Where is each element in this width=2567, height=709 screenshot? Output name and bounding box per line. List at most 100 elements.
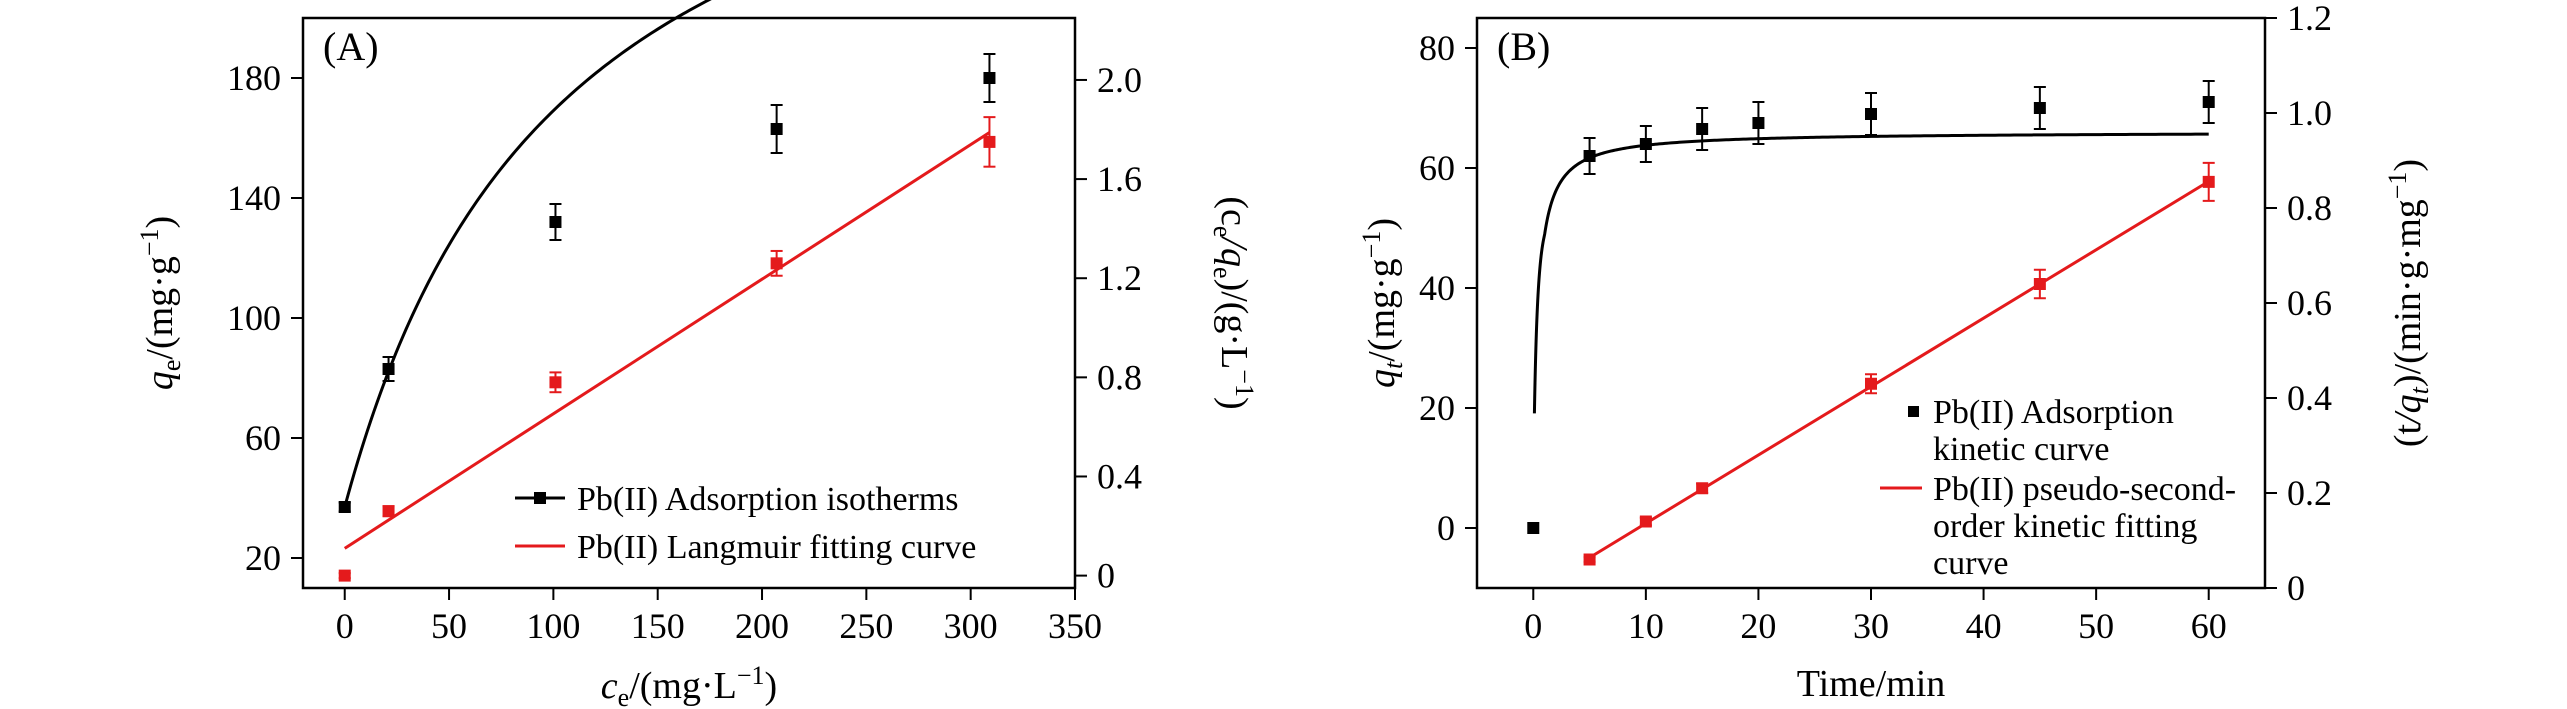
x-axis-title-b: Time/min xyxy=(1797,663,1946,705)
y-axis-title-a: qe/(mg·g−1) xyxy=(135,216,186,390)
red-data-point xyxy=(1583,553,1596,566)
black-data-point xyxy=(382,363,395,375)
y2-tick-label: 1.0 xyxy=(2287,93,2332,133)
y2-tick-label: 2.0 xyxy=(1097,60,1142,100)
black-data-point xyxy=(1527,522,1540,534)
legend-b-label-pso-line2: order kinetic fitting xyxy=(1933,508,2197,545)
y2-tick-label: 0.4 xyxy=(2287,378,2332,418)
red-data-point xyxy=(338,569,351,582)
plot-frame-a xyxy=(301,16,1077,590)
x-axis-title-a: ce/(mg·L−1) xyxy=(601,661,777,709)
black-data-point xyxy=(1583,150,1596,162)
x-tick-label: 150 xyxy=(631,606,685,646)
y-tick-label: 180 xyxy=(227,58,281,98)
legend-b: Pb(II) Adsorption kinetic curve Pb(II) p… xyxy=(1880,394,2236,582)
y2-axis-ticks-a: 0 0.4 0.8 1.2 1.6 2.0 xyxy=(1075,60,1142,596)
y2-tick-label: 0.8 xyxy=(1097,357,1142,397)
x-tick-label: 50 xyxy=(2078,606,2114,646)
y2-tick-label: 1.2 xyxy=(2287,0,2332,38)
fit-line xyxy=(343,131,991,550)
red-data-point xyxy=(382,505,395,518)
y2-axis-ticks-b: 0 0.2 0.4 0.6 0.8 1.0 1.2 xyxy=(2265,0,2332,608)
y-axis-title-b: qt/(mg·g−1) xyxy=(1357,218,1408,388)
y2-tick-label: 0.6 xyxy=(2287,283,2332,323)
legend-b-label-kinetic-line2: kinetic curve xyxy=(1933,431,2110,468)
x-tick-label: 250 xyxy=(839,606,893,646)
isotherm-fit-curve xyxy=(343,0,712,508)
y-tick-label: 60 xyxy=(1419,148,1455,188)
y-tick-label: 80 xyxy=(1419,28,1455,68)
y2-axis-title-b: (t/qt)/(min·g·mg−1) xyxy=(2383,159,2434,447)
red-data-point xyxy=(2202,175,2215,188)
black-data-point xyxy=(338,501,351,513)
legend-a-marker-isotherm xyxy=(534,492,546,504)
x-tick-label: 350 xyxy=(1048,606,1102,646)
black-data-point xyxy=(983,72,996,84)
x-tick-label: 0 xyxy=(336,606,354,646)
x-tick-label: 40 xyxy=(1966,606,2002,646)
black-data-point xyxy=(1696,123,1709,135)
y2-tick-label: 0 xyxy=(2287,568,2305,608)
data-points-b xyxy=(1527,80,2215,566)
x-tick-label: 0 xyxy=(1524,606,1542,646)
black-data-point xyxy=(2033,102,2046,114)
panel-a: (A) 0 50 100 150 200 250 300 350 2060100140180 … xyxy=(135,0,1259,709)
red-data-point xyxy=(983,135,996,148)
black-data-point xyxy=(549,216,562,228)
fit-line xyxy=(1588,180,2210,559)
red-data-point xyxy=(770,257,783,270)
black-data-point xyxy=(1865,108,1877,120)
red-data-point xyxy=(1865,377,1877,390)
x-axis-ticks-b: 0 10 20 30 40 50 60 xyxy=(1524,588,2227,646)
legend-b-label-kinetic-line1: Pb(II) Adsorption xyxy=(1933,394,2174,431)
legend-b-label-pso-line3: curve xyxy=(1933,545,2009,582)
x-tick-label: 30 xyxy=(1853,606,1889,646)
x-tick-label: 20 xyxy=(1740,606,1776,646)
langmuir-fit-line xyxy=(343,131,991,550)
panel-label-a: (A) xyxy=(323,24,379,69)
y-tick-label: 0 xyxy=(1437,508,1455,548)
data-points-a xyxy=(338,53,996,582)
y-tick-label: 20 xyxy=(245,538,281,578)
black-data-point xyxy=(770,123,783,135)
x-tick-label: 10 xyxy=(1628,606,1664,646)
black-data-point xyxy=(1639,138,1652,150)
legend-a: Pb(II) Adsorption isotherms Pb(II) Langm… xyxy=(515,481,976,566)
legend-a-label-isotherm: Pb(II) Adsorption isotherms xyxy=(577,481,959,518)
y2-tick-label: 0.2 xyxy=(2287,473,2332,513)
x-tick-label: 100 xyxy=(526,606,580,646)
kinetic-fit-curve xyxy=(1532,132,2209,414)
y-axis-ticks-b: 0 20 40 60 80 xyxy=(1419,28,1477,548)
x-tick-label: 60 xyxy=(2191,606,2227,646)
red-data-point xyxy=(1696,482,1709,495)
y-tick-label: 140 xyxy=(227,178,281,218)
red-data-point xyxy=(1639,515,1652,528)
legend-b-marker-kinetic xyxy=(1908,406,1919,417)
y-tick-label: 100 xyxy=(227,298,281,338)
y-tick-label: 20 xyxy=(1419,388,1455,428)
legend-b-label-pso-line1: Pb(II) pseudo-second- xyxy=(1933,471,2236,508)
y2-tick-label: 1.2 xyxy=(1097,258,1142,298)
y2-tick-label: 0.4 xyxy=(1097,456,1142,496)
x-axis-ticks-a: 0 50 100 150 200 250 300 350 xyxy=(336,588,1102,646)
y-tick-label: 40 xyxy=(1419,268,1455,308)
y-axis-ticks-a: 20 60 100 140 180 xyxy=(227,58,303,578)
x-tick-label: 50 xyxy=(431,606,467,646)
red-data-point xyxy=(549,376,562,389)
fit-curve xyxy=(1532,132,2209,414)
y2-axis-title-a: (ce/qe)/(g·L−1) xyxy=(1208,196,1259,409)
y2-tick-label: 0 xyxy=(1097,556,1115,596)
y2-tick-label: 0.8 xyxy=(2287,188,2332,228)
x-tick-label: 300 xyxy=(944,606,998,646)
panel-b: (B) 0 10 20 30 40 50 60 0 20 40 60 80 0 0.2 0.4 0.6 0.… xyxy=(1357,0,2434,705)
panel-label-b: (B) xyxy=(1497,24,1550,69)
y-tick-label: 60 xyxy=(245,418,281,458)
black-data-point xyxy=(1752,117,1765,129)
y2-tick-label: 1.6 xyxy=(1097,159,1142,199)
x-tick-label: 200 xyxy=(735,606,789,646)
black-data-point xyxy=(2202,96,2215,108)
red-data-point xyxy=(2033,278,2046,290)
legend-a-label-langmuir: Pb(II) Langmuir fitting curve xyxy=(577,529,976,566)
fit-curve xyxy=(343,0,712,508)
